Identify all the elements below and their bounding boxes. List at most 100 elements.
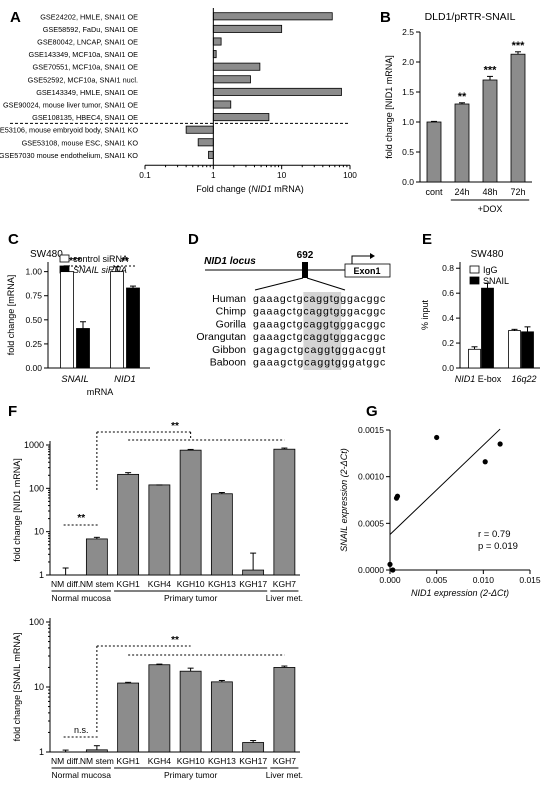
f1-group-label: Liver met. — [266, 593, 303, 603]
f1-bar — [148, 484, 171, 576]
f2-bar — [85, 749, 108, 753]
c-legend-swatch — [59, 254, 70, 263]
c-x-tick-label: NID1 — [114, 374, 136, 385]
f2-x-tick-label: KGH10 — [177, 756, 205, 766]
c-bar — [110, 271, 124, 369]
f2-x-tick-label: NM stem — [80, 756, 114, 766]
g-data-point — [390, 567, 396, 573]
a-category-label: GSE143349, HMLE, SNAI1 OE — [36, 88, 138, 97]
a-category-label: GSE108135, HBEC4, SNAI1 OE — [32, 113, 138, 122]
panel-b-chart: DLD1/pRTR-SNAIL 0.0 0.5 1.0 1.5 2.0 2.5 fold ch… — [384, 11, 532, 214]
a-x-tick-label: 100 — [343, 170, 357, 180]
panel-label-b: B — [380, 9, 391, 26]
g-annotation: p = 0.019 — [478, 541, 518, 552]
e-title: SW480 — [471, 249, 504, 260]
e-legend-label: SNAIL — [483, 276, 509, 286]
c-y-tick-label: 0.00 — [25, 363, 42, 373]
a-x-axis-label-part: mRNA) — [272, 184, 304, 194]
a-category-label: GSE90024, mouse liver tumor, SNAI1 OE — [3, 101, 138, 110]
a-bar — [212, 24, 283, 33]
f2-bar — [273, 667, 296, 753]
d-sequence: gaaagctgcaggtgggacggc — [253, 306, 385, 318]
e-x-tick-label: NID1 E-box — [455, 374, 502, 384]
d-sequence: gaaagctgcaggtgggacggc — [253, 318, 385, 330]
d-tss-arrow — [351, 255, 370, 264]
e-legend-label: IgG — [483, 265, 498, 275]
c-bar — [126, 287, 140, 369]
a-category-label: GSE53106, mouse embryoid body, SNAI1 KO — [0, 126, 138, 135]
panel-label-g: G — [366, 403, 378, 420]
f2-group-label: Primary tumor — [164, 770, 218, 780]
g-y-tick-label: 0.0000 — [358, 565, 384, 575]
d-zoom-line-left — [254, 277, 304, 291]
g-data-point — [434, 434, 440, 441]
a-category-label: GSE143349, MCF10a, SNAI1 OE — [28, 50, 138, 59]
a-x-axis-label-part: Fold change ( — [196, 184, 251, 194]
f2-y-axis-label: fold change [SNAIL mRNA] — [12, 633, 22, 742]
e-x-tick-label-part: E-box — [475, 374, 502, 384]
a-bar — [212, 12, 333, 21]
f2-x-tick-label: KGH7 — [273, 756, 296, 766]
f1-x-tick-label: NM stem — [80, 579, 114, 589]
panel-d-diagram: NID1 locus 692 Exon1 Human gaaagctgcaggtggga… — [196, 250, 391, 370]
a-bar — [212, 87, 342, 96]
f1-x-tick-label: NM diff. — [51, 579, 80, 589]
f2-bar — [179, 670, 202, 753]
e-legend-swatch — [469, 265, 480, 274]
a-x-tick-label: 0.1 — [139, 170, 151, 180]
f1-x-tick-label: KGH7 — [273, 579, 296, 589]
panel-label-d: D — [188, 231, 199, 248]
c-legend-label: control siRNA — [73, 254, 128, 264]
f2-bar — [148, 664, 171, 753]
c-bar — [60, 271, 74, 369]
c-significance: ** — [121, 256, 129, 267]
f2-x-tick-label: NM diff. — [51, 756, 80, 766]
e-y-tick-label: 0.6 — [442, 288, 454, 298]
panel-f-bottom-chart: 1 10 100 fold change [SNAIL mRNA] NM diff. NM… — [12, 617, 303, 780]
f2-y-tick-label: 100 — [29, 617, 44, 627]
f1-x-tick-label: KGH4 — [148, 579, 171, 589]
e-legend-swatch — [469, 276, 480, 285]
b-y-tick-label: 0.5 — [402, 147, 414, 157]
e-x-tick-label-part: NID1 — [455, 374, 476, 384]
c-title: SW480 — [30, 249, 63, 260]
b-y-tick-label: 2.0 — [402, 57, 414, 67]
f2-y-tick-label: 1 — [39, 747, 44, 757]
b-bar — [482, 79, 498, 183]
f1-group-label: Primary tumor — [164, 593, 218, 603]
g-data-point — [497, 441, 503, 447]
f2-group-label: Liver met. — [266, 770, 303, 780]
f1-x-tick-label: KGH13 — [208, 579, 236, 589]
a-category-label: GSE58592, FaDu, SNAI1 OE — [43, 25, 138, 34]
panel-label-e: E — [422, 231, 432, 248]
b-group-label: +DOX — [478, 204, 503, 214]
d-ebox-highlight — [303, 292, 342, 370]
f2-x-tick-label: KGH4 — [148, 756, 171, 766]
d-ebox-marker — [302, 262, 308, 278]
f2-bar — [117, 682, 140, 753]
g-x-tick-label: 0.015 — [519, 575, 541, 585]
f1-y-axis-label: fold change [NID1 mRNA] — [12, 458, 22, 562]
b-bar — [510, 53, 526, 183]
a-category-label: GSE80042, LNCAP, SNAI1 OE — [37, 38, 138, 47]
panel-label-c: C — [8, 231, 19, 248]
e-y-tick-label: 0.4 — [442, 313, 454, 323]
panel-g-chart: 0.0000 0.0005 0.0010 0.0015 0.000 0.005 0.010 0… — [339, 425, 541, 598]
d-species-label: Gibbon — [212, 344, 246, 356]
f1-bar — [85, 538, 108, 576]
a-x-tick-label: 10 — [277, 170, 287, 180]
c-y-tick-label: 0.25 — [25, 339, 42, 349]
a-bar — [212, 37, 222, 46]
panel-label-f: F — [8, 403, 17, 420]
a-category-label: GSE52592, MCF10a, SNAI1 nucl. — [28, 75, 138, 84]
a-category-label: GSE24202, HMLE, SNAI1 OE — [40, 12, 138, 21]
a-bar — [208, 150, 214, 159]
a-category-label: GSE53108, mouse ESC, SNAI1 KO — [22, 138, 139, 147]
d-exon-label: Exon1 — [353, 266, 380, 276]
f2-group-label: Normal mucosa — [51, 770, 111, 780]
b-y-axis-label: fold change [NID1 mRNA] — [384, 55, 394, 159]
f1-bar — [179, 449, 202, 576]
b-significance: *** — [484, 64, 498, 76]
g-x-axis-label: NID1 expression (2-ΔCt) — [411, 588, 509, 598]
